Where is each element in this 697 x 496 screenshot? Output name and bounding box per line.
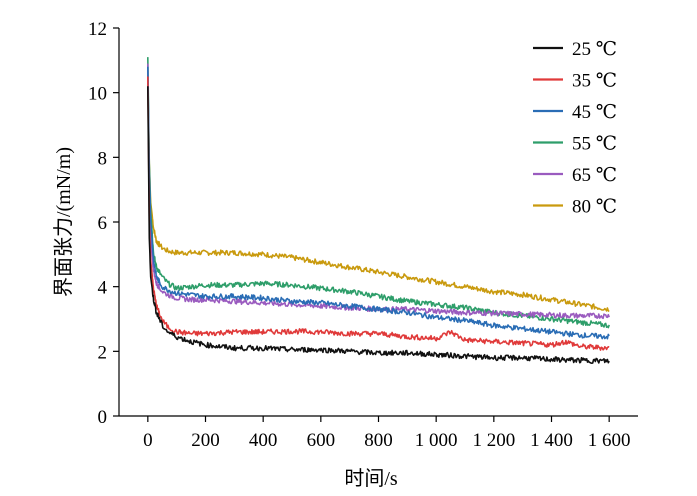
axes <box>118 28 638 417</box>
legend-label: 65 ℃ <box>572 165 617 186</box>
x-tick-label: 200 <box>191 430 220 451</box>
series-line-1 <box>147 76 610 351</box>
plot-lines <box>147 57 610 364</box>
x-tick-label: 1 600 <box>588 430 631 451</box>
x-ticks: 0 200 400 600 800 1 000 1 200 1 400 1 600 <box>143 416 631 451</box>
y-tick-label: 4 <box>98 278 108 299</box>
legend-label: 25 ℃ <box>572 39 617 60</box>
series-line-2 <box>147 66 610 340</box>
y-ticks: 0 2 4 6 8 10 12 <box>88 19 119 428</box>
x-tick-label: 1 000 <box>415 430 458 451</box>
series-line-5 <box>147 82 610 313</box>
x-tick-label: 800 <box>364 430 393 451</box>
y-tick-label: 6 <box>98 213 108 234</box>
series-line-4 <box>147 63 610 320</box>
legend-label: 80 ℃ <box>572 197 617 218</box>
y-tick-label: 12 <box>88 19 107 40</box>
x-tick-label: 400 <box>249 430 278 451</box>
y-tick-label: 0 <box>98 407 108 428</box>
series-line-3 <box>147 57 610 329</box>
x-tick-label: 1 400 <box>530 430 573 451</box>
legend-label: 45 ℃ <box>572 102 617 123</box>
legend-label: 55 ℃ <box>572 134 617 155</box>
series-line-0 <box>147 86 610 364</box>
y-tick-label: 10 <box>88 84 107 105</box>
y-tick-label: 2 <box>98 342 108 363</box>
y-axis-title: 界面张力/(mN/m) <box>52 147 75 297</box>
x-tick-label: 600 <box>307 430 336 451</box>
y-tick-label: 8 <box>98 148 108 169</box>
legend-label: 35 ℃ <box>572 71 617 92</box>
x-tick-label: 1 200 <box>472 430 515 451</box>
x-tick-label: 0 <box>143 430 153 451</box>
x-axis-title: 时间/s <box>344 467 398 490</box>
legend: 25 ℃ 35 ℃ 45 ℃ 55 ℃ 65 ℃ 80 ℃ <box>533 39 617 218</box>
